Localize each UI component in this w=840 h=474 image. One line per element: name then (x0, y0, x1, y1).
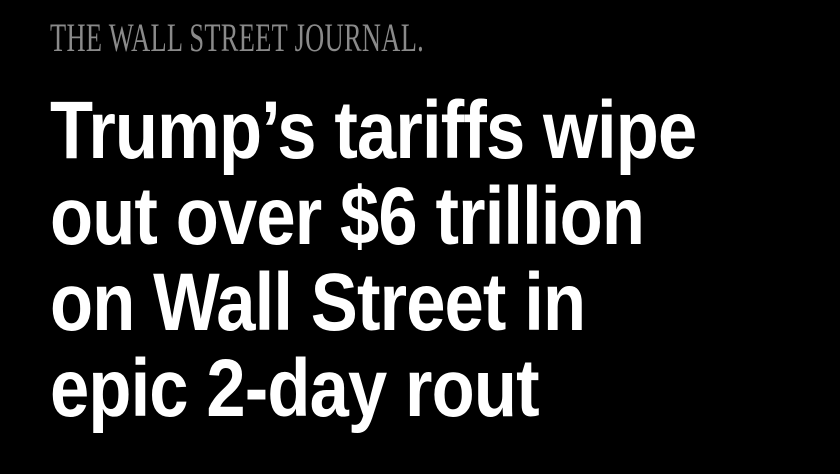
headline-line: on Wall Street in (50, 257, 586, 348)
headline-line: out over $6 trillion (50, 171, 645, 262)
headline: Trump’s tariffs wipe out over $6 trillion… (50, 88, 802, 432)
masthead: THE WALL STREET JOURNAL. (50, 15, 425, 60)
headline-line: epic 2-day rout (50, 343, 540, 434)
headline-line: Trump’s tariffs wipe (50, 85, 697, 176)
